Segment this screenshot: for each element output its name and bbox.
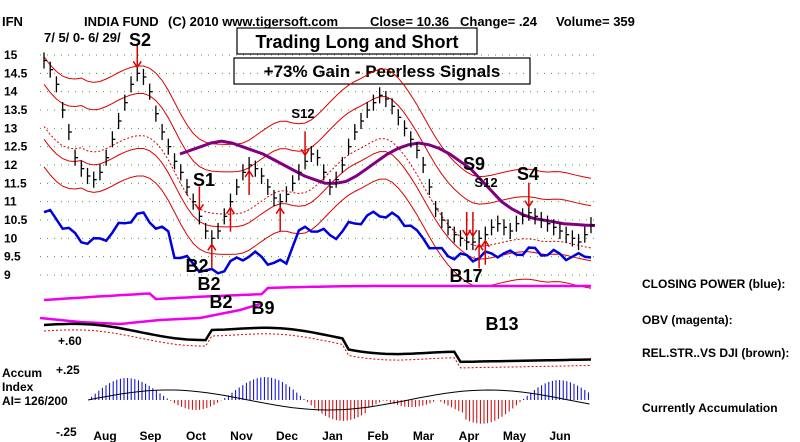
signal-label-b2: B2 bbox=[209, 292, 232, 312]
y-tick-label: 13.5 bbox=[4, 103, 28, 117]
y-tick-label: 14 bbox=[4, 85, 18, 99]
sell-arrowhead bbox=[194, 203, 205, 212]
signal-label-b2: B2 bbox=[185, 256, 208, 276]
signal-label-b13: B13 bbox=[485, 314, 518, 334]
x-tick-label: Mar bbox=[413, 429, 435, 442]
signal-label-s1: S1 bbox=[193, 170, 215, 190]
x-tick-label: Jan bbox=[322, 429, 343, 442]
rel-strength-panel bbox=[43, 322, 592, 369]
buy-arrowhead bbox=[244, 169, 254, 178]
signal-label-b9: B9 bbox=[251, 298, 274, 318]
signal-label-b2: B2 bbox=[197, 274, 220, 294]
signal-label-s9: S9 bbox=[463, 154, 485, 174]
accum-index-histogram bbox=[87, 377, 590, 424]
buy-arrowhead bbox=[207, 242, 217, 251]
title-box-2-frame bbox=[233, 57, 531, 85]
change-value: Change= .24 bbox=[460, 14, 538, 29]
band-mid-line bbox=[43, 126, 592, 249]
obv-path bbox=[43, 284, 591, 302]
y-tick-label: 12 bbox=[4, 158, 18, 172]
x-tick-label: Apr bbox=[459, 429, 480, 442]
title-box-2: +73% Gain - Peerless Signals bbox=[264, 62, 501, 81]
y-tick-label: 9.5 bbox=[4, 250, 21, 264]
y-tick-label: 10.5 bbox=[4, 213, 28, 227]
index-label: Index bbox=[2, 380, 34, 394]
closing-power-line bbox=[43, 208, 592, 275]
x-tick-label: Nov bbox=[230, 429, 253, 442]
y-tick-label: 9 bbox=[4, 268, 11, 282]
legend-closing-power: CLOSING POWER (blue): bbox=[642, 277, 785, 291]
signal-label-s4: S4 bbox=[517, 164, 539, 184]
y-tick-label: 11.5 bbox=[4, 176, 27, 190]
legend-accum-status: Currently Accumulation bbox=[642, 401, 778, 415]
sell-arrowhead bbox=[468, 229, 478, 238]
rel-strength-path bbox=[43, 322, 592, 364]
volume-value: Volume= 359 bbox=[556, 14, 635, 29]
ma-path bbox=[179, 139, 596, 227]
x-tick-label: May bbox=[503, 429, 527, 442]
legend-obv: OBV (magenta): bbox=[642, 313, 733, 327]
accum-label: Accum bbox=[2, 366, 42, 380]
buy-arrowhead bbox=[225, 206, 236, 215]
y-tick-label: 12.5 bbox=[4, 140, 28, 154]
close-value: Close= 10.36 bbox=[370, 14, 449, 29]
title-box-1-frame bbox=[236, 27, 478, 55]
accum-bottom-label: -.25 bbox=[56, 425, 77, 439]
y-tick-label: 13 bbox=[4, 121, 18, 135]
x-tick-label: Oct bbox=[186, 429, 206, 442]
x-tick-label: Aug bbox=[93, 429, 116, 442]
x-tick-label: Jun bbox=[549, 429, 570, 442]
y-tick-label: 10 bbox=[4, 231, 18, 245]
sell-arrowhead bbox=[132, 60, 142, 69]
y-axis-ticks: 15 14.5 14 13.5 13 12.5 12 11.5 11 10.5 10 9.5 9 bbox=[4, 48, 28, 282]
closing-power-path bbox=[43, 208, 592, 275]
obv-line bbox=[39, 284, 591, 326]
obv-left-path bbox=[39, 302, 261, 326]
rel-strength-ma bbox=[43, 329, 592, 369]
signal-label-s12: S12 bbox=[474, 175, 497, 190]
signal-label-s12: S12 bbox=[291, 106, 314, 121]
obv-ref-label: +.60 bbox=[58, 334, 82, 348]
ai-label: AI= 126/200 bbox=[2, 394, 68, 408]
band-line bbox=[43, 56, 592, 179]
x-tick-label: Dec bbox=[276, 429, 298, 442]
band-line bbox=[43, 166, 592, 289]
buy-arrowhead bbox=[474, 242, 484, 251]
bollinger-bands bbox=[43, 56, 592, 289]
price-bars bbox=[43, 52, 594, 251]
symbol-label: IFN bbox=[2, 14, 23, 29]
y-tick-label: 11 bbox=[4, 195, 17, 209]
moving-average-line bbox=[179, 139, 596, 227]
sell-arrowhead bbox=[524, 200, 534, 209]
fund-name: INDIA FUND bbox=[84, 14, 159, 29]
y-tick-label: 15 bbox=[4, 48, 18, 62]
copyright-text: (C) 2010 www.tigersoft.com bbox=[168, 14, 338, 29]
accum-ma-line bbox=[87, 389, 590, 411]
buy-arrowhead bbox=[275, 206, 285, 215]
y-tick-label: 14.5 bbox=[4, 66, 28, 80]
signal-label-b17: B17 bbox=[449, 266, 482, 286]
x-axis-ticks: Aug Sep Oct Nov Dec Jan Feb Mar Apr May Jun bbox=[93, 429, 570, 442]
x-tick-label: Feb bbox=[367, 429, 388, 442]
accum-top-label: +.25 bbox=[56, 363, 80, 377]
buy-arrowhead bbox=[480, 239, 490, 248]
date-range: 7/ 5/ 0- 6/ 29/ bbox=[44, 30, 121, 45]
title-box-1: Trading Long and Short bbox=[256, 32, 459, 52]
x-tick-label: Sep bbox=[139, 429, 161, 442]
legend-rel-str: REL.STR..VS DJI (brown): bbox=[642, 346, 789, 360]
sell-arrowhead bbox=[300, 148, 310, 157]
signal-label-s2: S2 bbox=[129, 30, 151, 50]
